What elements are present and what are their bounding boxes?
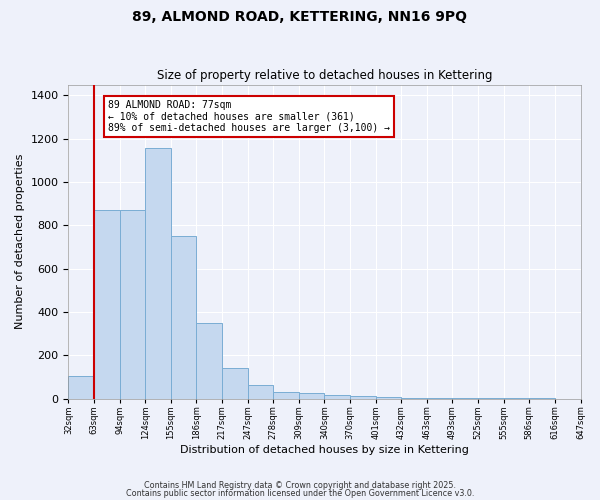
Bar — [68, 376, 94, 398]
Y-axis label: Number of detached properties: Number of detached properties — [15, 154, 25, 330]
Text: 89, ALMOND ROAD, KETTERING, NN16 9PQ: 89, ALMOND ROAD, KETTERING, NN16 9PQ — [133, 10, 467, 24]
Bar — [325, 396, 350, 398]
Text: Contains public sector information licensed under the Open Government Licence v3: Contains public sector information licen… — [126, 488, 474, 498]
Bar — [273, 392, 299, 398]
Bar — [119, 210, 145, 398]
X-axis label: Distribution of detached houses by size in Kettering: Distribution of detached houses by size … — [180, 445, 469, 455]
Text: Contains HM Land Registry data © Crown copyright and database right 2025.: Contains HM Land Registry data © Crown c… — [144, 481, 456, 490]
Bar — [222, 368, 248, 398]
Text: 89 ALMOND ROAD: 77sqm
← 10% of detached houses are smaller (361)
89% of semi-det: 89 ALMOND ROAD: 77sqm ← 10% of detached … — [108, 100, 390, 133]
Title: Size of property relative to detached houses in Kettering: Size of property relative to detached ho… — [157, 69, 492, 82]
Bar — [299, 393, 325, 398]
Bar — [248, 385, 273, 398]
Bar — [171, 236, 196, 398]
Bar — [376, 397, 401, 398]
Bar — [94, 210, 119, 398]
Bar — [145, 148, 171, 398]
Bar — [350, 396, 376, 398]
Bar — [196, 323, 222, 398]
